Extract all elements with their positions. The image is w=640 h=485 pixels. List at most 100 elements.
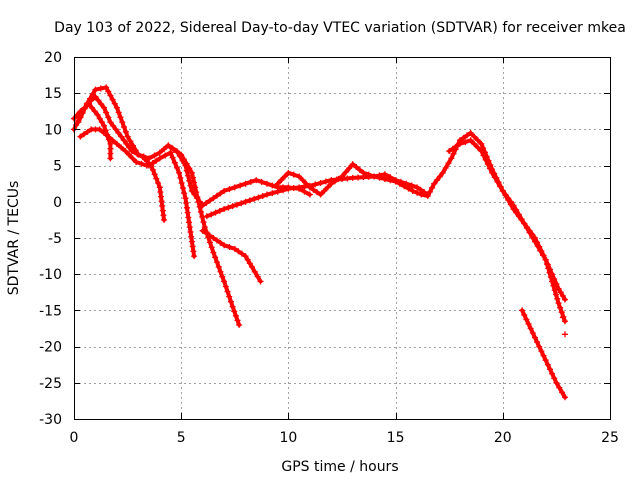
data-point-marker — [480, 152, 487, 159]
data-point-marker — [115, 109, 122, 116]
data-point-marker — [489, 169, 496, 176]
data-point-marker — [471, 133, 478, 140]
data-point-marker — [285, 185, 292, 192]
data-point-marker — [199, 214, 206, 221]
data-point-marker — [442, 165, 449, 172]
data-point-marker — [392, 177, 399, 184]
data-point-marker — [206, 232, 213, 239]
data-point-marker — [217, 268, 224, 275]
data-point-marker — [269, 182, 276, 189]
data-point-marker — [238, 250, 245, 257]
data-point-marker — [322, 178, 329, 185]
data-point-marker — [129, 142, 136, 149]
data-point-marker — [269, 190, 276, 197]
data-point-marker — [191, 253, 198, 260]
data-point-marker — [120, 137, 127, 144]
data-point-marker — [226, 186, 233, 193]
data-point-marker — [484, 161, 491, 168]
data-point-marker — [248, 263, 255, 270]
grid — [74, 57, 610, 419]
data-point-marker — [219, 273, 226, 280]
data-point-marker — [115, 130, 122, 137]
data-point-marker — [105, 114, 112, 121]
data-point-marker — [186, 224, 193, 231]
data-point-marker — [555, 285, 562, 292]
data-point-marker — [231, 184, 238, 191]
data-point-marker — [88, 104, 95, 111]
data-point-marker — [189, 243, 196, 250]
data-point-marker — [231, 308, 238, 315]
data-point-marker — [173, 164, 180, 171]
series-track-d — [77, 126, 150, 169]
data-point-marker — [557, 304, 564, 311]
y-tick-label: -30 — [39, 412, 62, 428]
data-point-marker — [74, 111, 81, 118]
data-point-marker — [81, 104, 88, 111]
data-point-marker — [543, 261, 550, 268]
data-point-marker — [555, 300, 562, 307]
data-point-marker — [222, 283, 229, 290]
data-point-marker — [497, 183, 504, 190]
data-point-marker — [119, 119, 126, 126]
axis-ticks: 0 5 10 15 20 25 -30 -25 -20 -15 -10 -5 0 5 10 15 20 — [39, 50, 619, 446]
data-point-marker — [206, 239, 213, 246]
data-point-marker — [233, 201, 240, 208]
data-point-marker — [117, 114, 124, 121]
data-point-marker — [208, 211, 215, 218]
data-point-marker — [118, 144, 125, 151]
data-point-marker — [247, 178, 254, 185]
data-point-marker — [128, 148, 135, 155]
data-point-marker — [371, 173, 378, 180]
data-point-marker — [263, 191, 270, 198]
data-point-marker — [405, 185, 412, 192]
data-point-marker — [221, 187, 228, 194]
data-point-marker — [177, 174, 184, 181]
data-point-marker — [494, 178, 501, 185]
data-point-marker — [183, 160, 190, 167]
data-point-marker — [460, 134, 467, 141]
data-point-marker — [169, 154, 176, 161]
data-point-marker — [176, 169, 183, 176]
data-point-marker — [161, 216, 168, 223]
data-point-marker — [274, 188, 281, 195]
data-point-marker — [189, 174, 196, 181]
data-point-marker — [183, 204, 190, 211]
data-point-marker — [387, 174, 394, 181]
series-trail — [78, 127, 149, 168]
data-point-marker — [491, 174, 498, 181]
series-track-e — [146, 149, 198, 260]
data-point-marker — [149, 160, 156, 167]
data-point-marker — [257, 278, 264, 285]
data-point-marker — [229, 203, 236, 210]
data-point-marker — [464, 132, 471, 139]
data-point-marker — [185, 172, 192, 179]
data-point-marker — [77, 133, 84, 140]
data-point-marker — [187, 228, 194, 235]
series-track-k — [519, 307, 568, 401]
data-point-marker — [98, 119, 105, 126]
data-point-marker — [521, 311, 528, 318]
data-point-marker — [474, 144, 481, 151]
data-point-marker — [197, 208, 204, 215]
data-point-marker — [446, 148, 453, 155]
data-point-marker — [324, 184, 331, 191]
data-point-marker — [542, 256, 549, 263]
data-point-marker — [417, 186, 424, 193]
data-point-marker — [450, 150, 457, 157]
data-point-marker — [246, 197, 253, 204]
data-point-marker — [105, 133, 112, 140]
data-point-marker — [225, 204, 232, 211]
data-point-marker — [109, 96, 116, 103]
data-point-marker — [280, 187, 287, 194]
data-point-marker — [190, 248, 197, 255]
data-point-marker — [251, 195, 258, 202]
data-point-marker — [186, 219, 193, 226]
x-tick-label: 15 — [387, 430, 405, 446]
data-point-marker — [236, 321, 243, 328]
outlier-points — [559, 314, 568, 338]
data-point-marker — [414, 184, 421, 191]
data-point-marker — [221, 206, 228, 213]
data-point-marker — [313, 189, 320, 196]
data-point-marker — [110, 122, 117, 129]
